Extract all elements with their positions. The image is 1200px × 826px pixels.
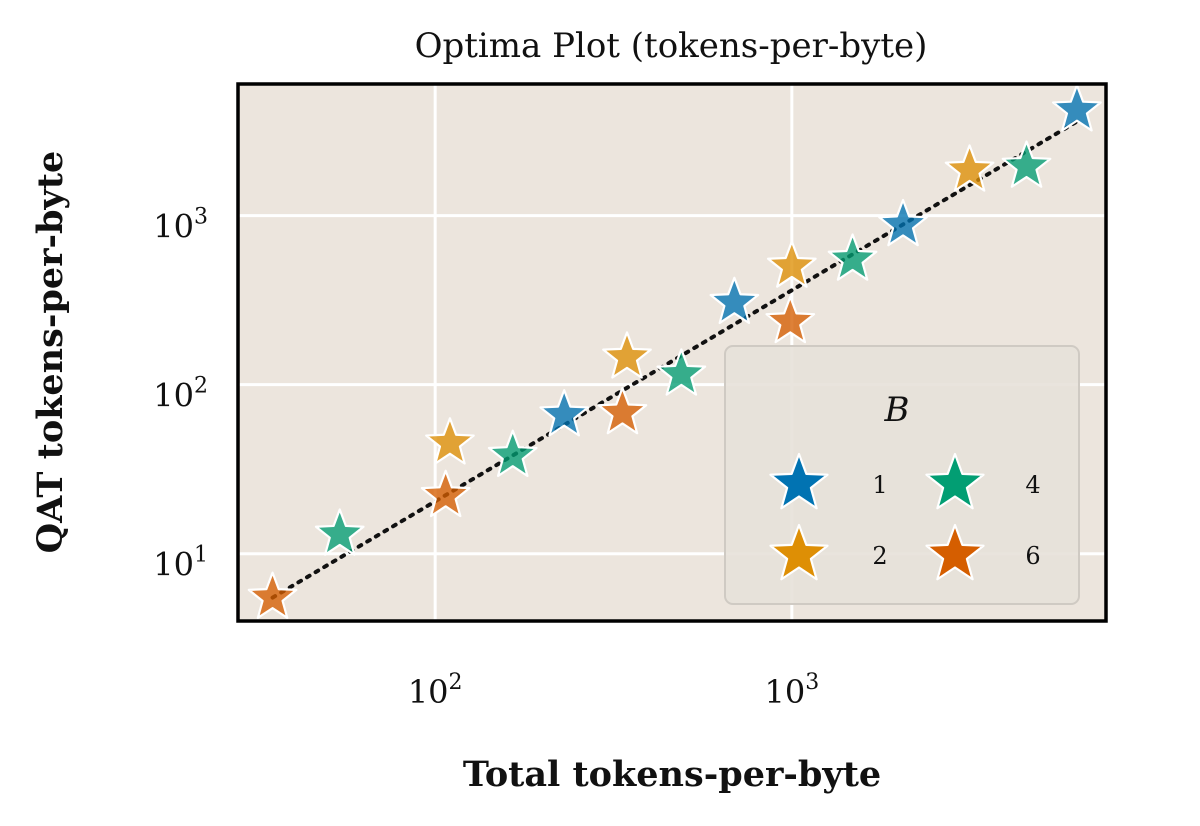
data-point-series-4 — [827, 233, 878, 281]
data-point-series-2 — [944, 144, 995, 192]
legend-label-2: 2 — [872, 542, 887, 570]
legend: B 1 4 2 6 — [724, 345, 1080, 605]
legend-box — [724, 345, 1080, 605]
data-point-series-1 — [709, 276, 760, 325]
chart-title: Optima Plot (tokens-per-byte) — [415, 26, 928, 66]
data-point-series-2 — [602, 331, 652, 379]
legend-marker-1 — [769, 452, 829, 510]
data-point-series-6 — [597, 386, 648, 435]
data-point-series-6 — [765, 295, 816, 344]
plot-frame — [236, 82, 1108, 623]
y-axis-ticks: 101 102 103 — [153, 205, 208, 584]
y-tick-label: 101 — [153, 543, 208, 584]
data-point-series-4 — [656, 348, 707, 396]
data-point-series-1 — [539, 389, 590, 437]
data-point-series-1 — [1052, 84, 1102, 132]
legend-marker-6 — [925, 523, 985, 581]
data-point-series-4 — [487, 429, 538, 478]
legend-title: B — [884, 390, 910, 430]
x-axis-ticks: 102 103 — [408, 670, 819, 711]
legend-label-1: 1 — [872, 471, 887, 499]
data-points — [247, 84, 1102, 619]
data-point-series-4 — [314, 508, 365, 556]
y-tick-label: 102 — [153, 374, 208, 415]
data-point-series-6 — [247, 571, 298, 619]
legend-label-4: 4 — [1025, 471, 1040, 499]
y-tick-label: 103 — [153, 205, 208, 246]
x-axis-label: Total tokens-per-byte — [463, 754, 881, 795]
legend-marker-2 — [769, 523, 829, 581]
legend-marker-4 — [925, 452, 985, 510]
data-point-series-2 — [766, 240, 817, 288]
y-axis-label: QAT tokens-per-byte — [30, 151, 71, 554]
legend-label-6: 6 — [1025, 542, 1040, 570]
data-point-series-6 — [420, 469, 471, 518]
data-point-series-4 — [1001, 140, 1052, 188]
trend-line — [270, 119, 1079, 600]
data-point-series-1 — [878, 198, 928, 247]
x-tick-label: 102 — [408, 670, 463, 711]
data-point-series-2 — [425, 417, 475, 465]
x-tick-label: 103 — [764, 670, 819, 711]
